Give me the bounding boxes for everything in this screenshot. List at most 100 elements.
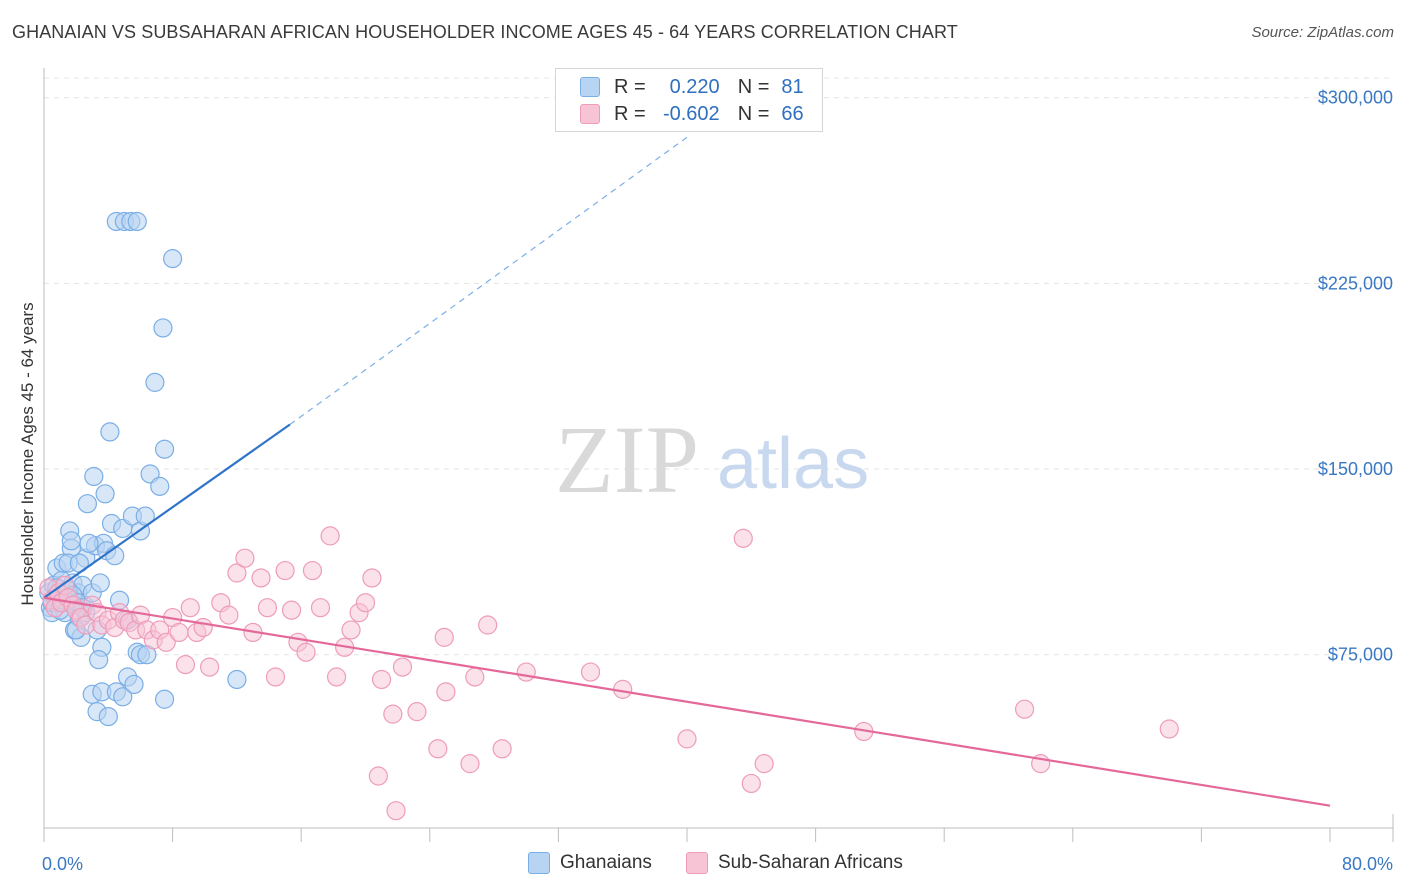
watermark-atlas: atlas: [717, 424, 869, 504]
subsaharan-trend-line: [43, 596, 1331, 807]
watermark-zip: ZIP: [555, 406, 699, 513]
subsaharan-point-39: [265, 667, 286, 687]
subsaharan-point-40: [275, 560, 295, 581]
legend-row-ghanaians: R = 0.220 N = 81: [580, 74, 804, 100]
source-label: Source: ZipAtlas.com: [1251, 24, 1394, 41]
legend-r-label: R =: [614, 102, 646, 125]
ghanaians-point-79: [154, 689, 175, 709]
ghanaians-point-33: [61, 531, 81, 551]
series-legend-ghanaians[interactable]: Ghanaians: [528, 852, 652, 874]
subsaharan-point-34: [227, 563, 247, 583]
subsaharan-point-60: [465, 667, 485, 687]
legend-n-label: N =: [737, 102, 770, 125]
ghanaians-point-64: [163, 249, 183, 269]
watermark: ZIP atlas: [555, 406, 869, 513]
legend-n-label: N =: [737, 75, 770, 98]
series-legend-subsaharan[interactable]: Sub-Saharan Africans: [686, 852, 903, 874]
ghanaians-point-63: [153, 318, 173, 338]
subsaharan-point-72: [1159, 719, 1179, 739]
subsaharan-point-47: [326, 667, 347, 687]
subsaharan-point-63: [580, 662, 601, 682]
subsaharan-point-51: [355, 593, 376, 613]
ghanaians-point-49: [89, 650, 109, 670]
subsaharan-point-33: [219, 605, 239, 625]
subsaharan-point-27: [175, 655, 196, 675]
y-tick-labels: $75,000 $150,000 $225,000 $300,000: [1318, 88, 1393, 665]
subsaharan-point-52: [362, 568, 382, 588]
subsaharan-point-68: [754, 754, 774, 774]
series-legend-subsaharan-label: Sub-Saharan Africans: [718, 852, 903, 873]
ghanaians-point-41: [79, 533, 99, 553]
subsaharan-point-26: [169, 622, 189, 643]
subsaharan-point-35: [235, 548, 255, 568]
subsaharan-point-43: [296, 642, 316, 662]
subsaharan-point-75: [434, 627, 454, 647]
subsaharan-point-67: [741, 773, 761, 794]
legend-n-value: 81: [781, 75, 804, 98]
legend-n-value: 66: [781, 102, 804, 125]
subsaharan-point-56: [407, 702, 427, 722]
ghanaians-point-74: [113, 687, 133, 707]
correlation-legend: R = 0.220 N = 81 R = -0.602 N = 66: [555, 68, 823, 132]
subsaharan-point-73: [386, 801, 406, 821]
ghanaians-point-50: [84, 466, 104, 487]
ghanaians-point-80: [227, 669, 247, 690]
subsaharan-point-55: [392, 657, 413, 677]
subsaharan-point-61: [492, 739, 512, 759]
y-axis-label: Householder Income Ages 45 - 64 years: [18, 302, 37, 605]
subsaharan-points: [39, 526, 1179, 821]
subsaharan-point-45: [310, 598, 331, 618]
ghanaians-point-60: [145, 372, 165, 392]
subsaharan-point-44: [302, 560, 323, 581]
subsaharan-point-38: [257, 598, 278, 618]
subsaharan-point-66: [733, 528, 753, 548]
subsaharan-point-41: [281, 600, 302, 620]
ghanaians-trend-extension: [289, 136, 688, 425]
x-tick-max: 80.0%: [1342, 854, 1393, 874]
subsaharan-point-70: [1014, 699, 1035, 719]
ghanaians-trend-line: [43, 423, 291, 599]
gridlines: [44, 77, 1393, 656]
ghanaians-point-72: [98, 706, 118, 727]
legend-r-value: -0.602: [662, 102, 720, 125]
ghanaians-point-76: [124, 674, 144, 695]
subsaharan-point-54: [383, 704, 403, 724]
chart-title: GHANAIAN VS SUBSAHARAN AFRICAN HOUSEHOLD…: [12, 22, 958, 42]
ghanaians-point-68: [127, 211, 147, 232]
subsaharan-point-62: [516, 662, 536, 682]
subsaharan-point-46: [320, 526, 340, 546]
legend-row-subsaharan: R = -0.602 N = 66: [580, 101, 804, 127]
ghanaians-point-61: [150, 476, 170, 496]
subsaharan-point-53: [371, 669, 392, 690]
subsaharan-point-30: [193, 617, 213, 638]
y-tick-label-3: $300,000: [1318, 88, 1393, 108]
y-tick-label-0: $75,000: [1328, 645, 1393, 665]
legend-r-value: 0.220: [669, 75, 720, 98]
ghanaians-swatch: [528, 852, 550, 874]
ghanaians-point-51: [95, 484, 115, 504]
subsaharan-point-74: [368, 766, 388, 786]
ghanaians-point-38: [90, 573, 110, 593]
legend-swatch-pink: [580, 104, 600, 124]
ghanaians-point-52: [100, 422, 120, 442]
y-tick-label-1: $150,000: [1318, 459, 1393, 479]
subsaharan-point-37: [251, 568, 271, 588]
ghanaians-point-48: [77, 494, 98, 514]
ghanaians-point-46: [105, 546, 125, 566]
x-tick-min: 0.0%: [42, 854, 83, 874]
legend-r-label: R =: [614, 75, 646, 98]
subsaharan-point-57: [428, 739, 448, 759]
legend-swatch-blue: [580, 77, 600, 97]
subsaharan-point-24: [156, 632, 176, 652]
subsaharan-point-58: [436, 682, 456, 702]
subsaharan-point-65: [677, 729, 697, 749]
series-legend: Ghanaians Sub-Saharan Africans: [0, 852, 1406, 876]
series-legend-ghanaians-label: Ghanaians: [560, 852, 652, 873]
ghanaians-point-62: [154, 439, 175, 459]
subsaharan-swatch: [686, 852, 708, 874]
subsaharan-point-31: [199, 657, 220, 677]
subsaharan-point-76: [478, 615, 498, 635]
subsaharan-point-59: [460, 754, 480, 774]
y-tick-label-2: $225,000: [1318, 273, 1393, 293]
